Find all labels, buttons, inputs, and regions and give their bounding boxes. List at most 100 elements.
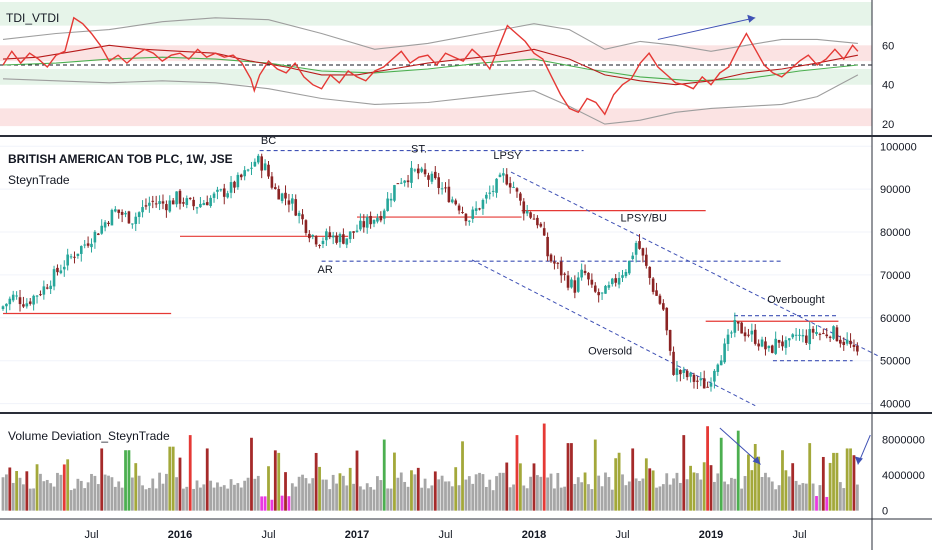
volume-bar[interactable] xyxy=(695,473,699,511)
candle[interactable] xyxy=(410,167,413,183)
candle[interactable] xyxy=(805,335,808,343)
volume-bar[interactable] xyxy=(539,476,543,511)
candle[interactable] xyxy=(505,174,509,185)
candle[interactable] xyxy=(638,241,641,249)
volume-bar[interactable] xyxy=(702,462,706,511)
volume-bar[interactable] xyxy=(386,488,390,511)
candle[interactable] xyxy=(148,202,151,206)
candle[interactable] xyxy=(73,256,76,258)
volume-bar[interactable] xyxy=(178,457,182,511)
candle[interactable] xyxy=(736,321,740,324)
candle[interactable] xyxy=(301,214,304,220)
volume-bar[interactable] xyxy=(273,450,277,511)
candle[interactable] xyxy=(427,175,430,180)
volume-bar[interactable] xyxy=(849,448,852,511)
volume-bar[interactable] xyxy=(716,473,720,511)
volume-bar[interactable] xyxy=(682,435,686,511)
volume-bar[interactable] xyxy=(192,488,196,511)
volume-bar[interactable] xyxy=(297,476,301,511)
volume-bar[interactable] xyxy=(154,488,158,511)
candle[interactable] xyxy=(842,341,846,345)
candle[interactable] xyxy=(32,295,35,305)
volume-bar[interactable] xyxy=(791,463,795,511)
volume-bar[interactable] xyxy=(457,485,461,511)
candle[interactable] xyxy=(760,339,764,347)
candle[interactable] xyxy=(433,171,437,179)
candle[interactable] xyxy=(399,182,403,184)
volume-bar[interactable] xyxy=(644,458,648,511)
candle[interactable] xyxy=(750,330,754,335)
volume-bar[interactable] xyxy=(253,478,257,511)
candle[interactable] xyxy=(423,169,427,175)
volume-bar[interactable] xyxy=(818,485,822,511)
candle[interactable] xyxy=(641,248,645,256)
volume-bar[interactable] xyxy=(787,476,791,511)
candle[interactable] xyxy=(832,326,835,339)
volume-bar[interactable] xyxy=(246,477,250,511)
candle[interactable] xyxy=(794,334,798,336)
candle[interactable] xyxy=(396,183,400,185)
volume-bar[interactable] xyxy=(529,476,532,511)
volume-bar[interactable] xyxy=(212,487,216,511)
candle[interactable] xyxy=(447,186,451,203)
candle[interactable] xyxy=(440,188,444,190)
candle[interactable] xyxy=(474,208,478,211)
candle[interactable] xyxy=(304,220,308,233)
candle[interactable] xyxy=(45,287,49,289)
candle[interactable] xyxy=(485,194,488,199)
volume-bar[interactable] xyxy=(5,474,8,511)
volume-bar[interactable] xyxy=(549,473,553,511)
volume-bar[interactable] xyxy=(638,480,641,511)
volume-bar[interactable] xyxy=(699,479,703,511)
candle[interactable] xyxy=(406,180,410,183)
volume-bar[interactable] xyxy=(532,463,536,511)
candle[interactable] xyxy=(444,187,447,189)
candle[interactable] xyxy=(256,155,260,163)
candle[interactable] xyxy=(685,370,689,378)
volume-bar[interactable] xyxy=(726,484,730,511)
volume-bar[interactable] xyxy=(760,476,764,511)
volume-bar[interactable] xyxy=(835,452,839,511)
volume-bar[interactable] xyxy=(505,462,509,511)
candle[interactable] xyxy=(815,331,818,335)
candle[interactable] xyxy=(672,351,675,375)
volume-bar[interactable] xyxy=(389,488,393,511)
volume-bar[interactable] xyxy=(134,463,138,511)
volume-bar[interactable] xyxy=(195,480,199,511)
candle[interactable] xyxy=(321,240,325,245)
volume-bar[interactable] xyxy=(365,483,369,511)
candle[interactable] xyxy=(331,235,335,238)
volume-bar[interactable] xyxy=(399,472,403,511)
volume-bar[interactable] xyxy=(348,467,352,511)
candle[interactable] xyxy=(696,380,699,382)
volume-bar[interactable] xyxy=(678,482,682,511)
candle[interactable] xyxy=(151,200,155,202)
candle[interactable] xyxy=(532,218,536,220)
volume-bar[interactable] xyxy=(576,477,580,511)
volume-bar[interactable] xyxy=(372,489,376,511)
candle[interactable] xyxy=(137,212,141,218)
volume-bar[interactable] xyxy=(423,478,427,511)
volume-bar[interactable] xyxy=(590,489,594,511)
volume-bar[interactable] xyxy=(32,488,36,511)
volume-bar[interactable] xyxy=(556,472,560,511)
candle[interactable] xyxy=(515,188,519,192)
volume-bar[interactable] xyxy=(79,480,83,511)
candle[interactable] xyxy=(355,230,359,233)
candle[interactable] xyxy=(658,295,662,304)
volume-bar[interactable] xyxy=(536,475,539,511)
candle[interactable] xyxy=(689,372,692,377)
candle[interactable] xyxy=(437,177,440,188)
volume-bar[interactable] xyxy=(661,484,665,511)
volume-bar[interactable] xyxy=(100,448,104,511)
volume-bar[interactable] xyxy=(355,450,359,511)
candle[interactable] xyxy=(464,213,468,222)
candle[interactable] xyxy=(634,242,638,255)
volume-bar[interactable] xyxy=(280,495,284,511)
candle[interactable] xyxy=(668,329,672,351)
volume-bar[interactable] xyxy=(447,481,451,511)
candle[interactable] xyxy=(382,210,386,219)
candle[interactable] xyxy=(716,364,720,372)
candle[interactable] xyxy=(430,173,434,182)
